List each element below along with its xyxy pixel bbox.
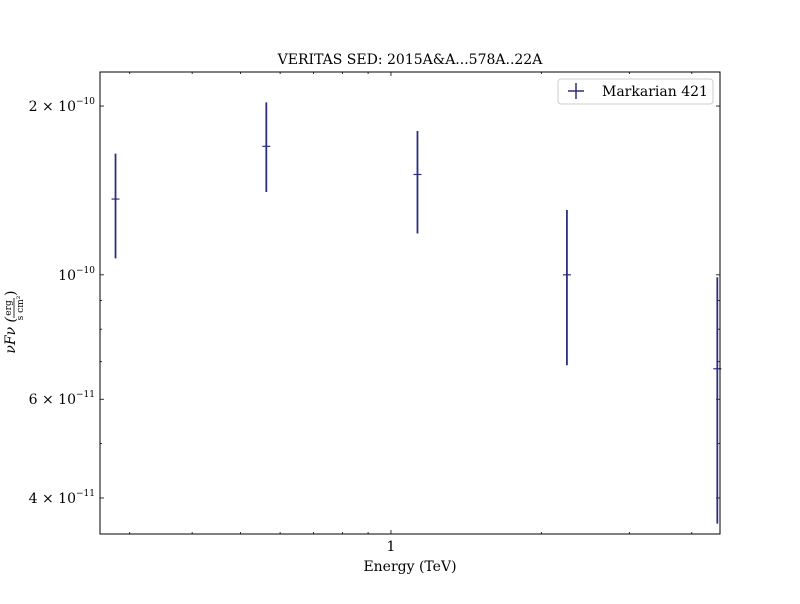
y-tick-label-base: 10 [58,268,76,284]
y-tick-label-exponent: −10 [76,266,95,276]
x-axis-label: Energy (TeV) [363,559,456,575]
legend-box [557,78,714,105]
y-axis-label-close: ) [3,291,19,296]
y-tick-label: 4 × 10−11 [29,489,95,507]
y-axis-label-unit-num: erg [4,300,14,316]
y-tick-label: 10−10 [58,266,95,284]
legend: Markarian 421 [557,78,714,105]
plot-frame [99,71,721,535]
y-tick-label: 6 × 10−11 [29,390,95,408]
y-axis-label-unit-den: s cm² [16,295,26,320]
y-tick-label: 2 × 10−10 [29,97,96,115]
y-axis-label: νFν ( erg s cm² ) [3,291,26,354]
y-axis-label-main: νFν ( [3,316,19,353]
legend-label: Markarian 421 [602,84,708,100]
x-tick-label: 1 [386,539,395,555]
y-tick-label-base: 4 × 10 [29,491,76,507]
y-tick-label-exponent: −10 [76,97,95,107]
y-tick-label-exponent: −11 [76,390,95,400]
y-tick-label-base: 2 × 10 [29,99,76,115]
y-tick-label-exponent: −11 [76,489,95,499]
marks-layer [111,102,722,524]
chart-title: VERITAS SED: 2015A&A...578A..22A [277,52,544,68]
y-tick-label-base: 6 × 10 [29,392,76,408]
